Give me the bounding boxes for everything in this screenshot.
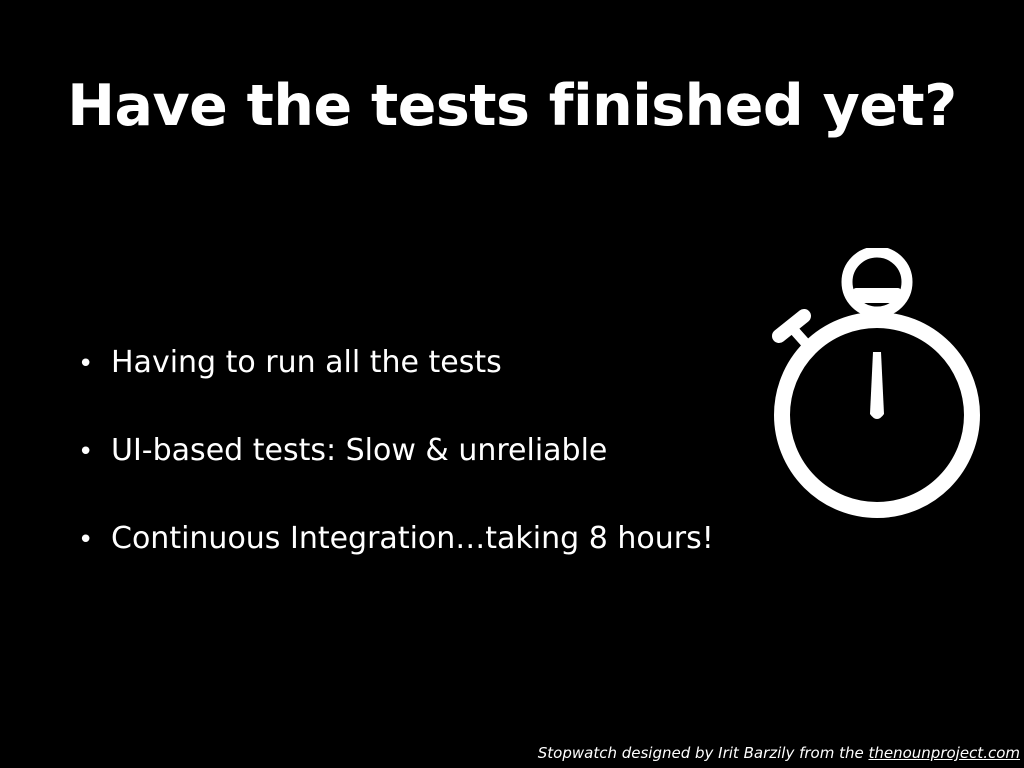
bullet-list: • Having to run all the tests • UI-based t…	[78, 338, 714, 602]
bullet-text: Continuous Integration…taking 8 hours!	[111, 521, 714, 556]
bullet-item: • UI-based tests: Slow & unreliable	[78, 426, 714, 514]
credit-link[interactable]: thenounproject.com	[868, 744, 1020, 762]
bullet-dot: •	[78, 349, 94, 379]
bullet-item: • Continuous Integration…taking 8 hours!	[78, 514, 714, 602]
stopwatch-icon	[772, 248, 980, 518]
bullet-text: Having to run all the tests	[111, 345, 502, 380]
bullet-text: UI-based tests: Slow & unreliable	[111, 433, 608, 468]
bullet-item: • Having to run all the tests	[78, 338, 714, 426]
credit-text: Stopwatch designed by Irit Barzily from …	[537, 744, 869, 762]
slide-title: Have the tests finished yet?	[67, 73, 957, 139]
bullet-dot: •	[78, 437, 94, 467]
attribution-credit: Stopwatch designed by Irit Barzily from …	[538, 743, 1020, 763]
bullet-dot: •	[78, 525, 94, 555]
